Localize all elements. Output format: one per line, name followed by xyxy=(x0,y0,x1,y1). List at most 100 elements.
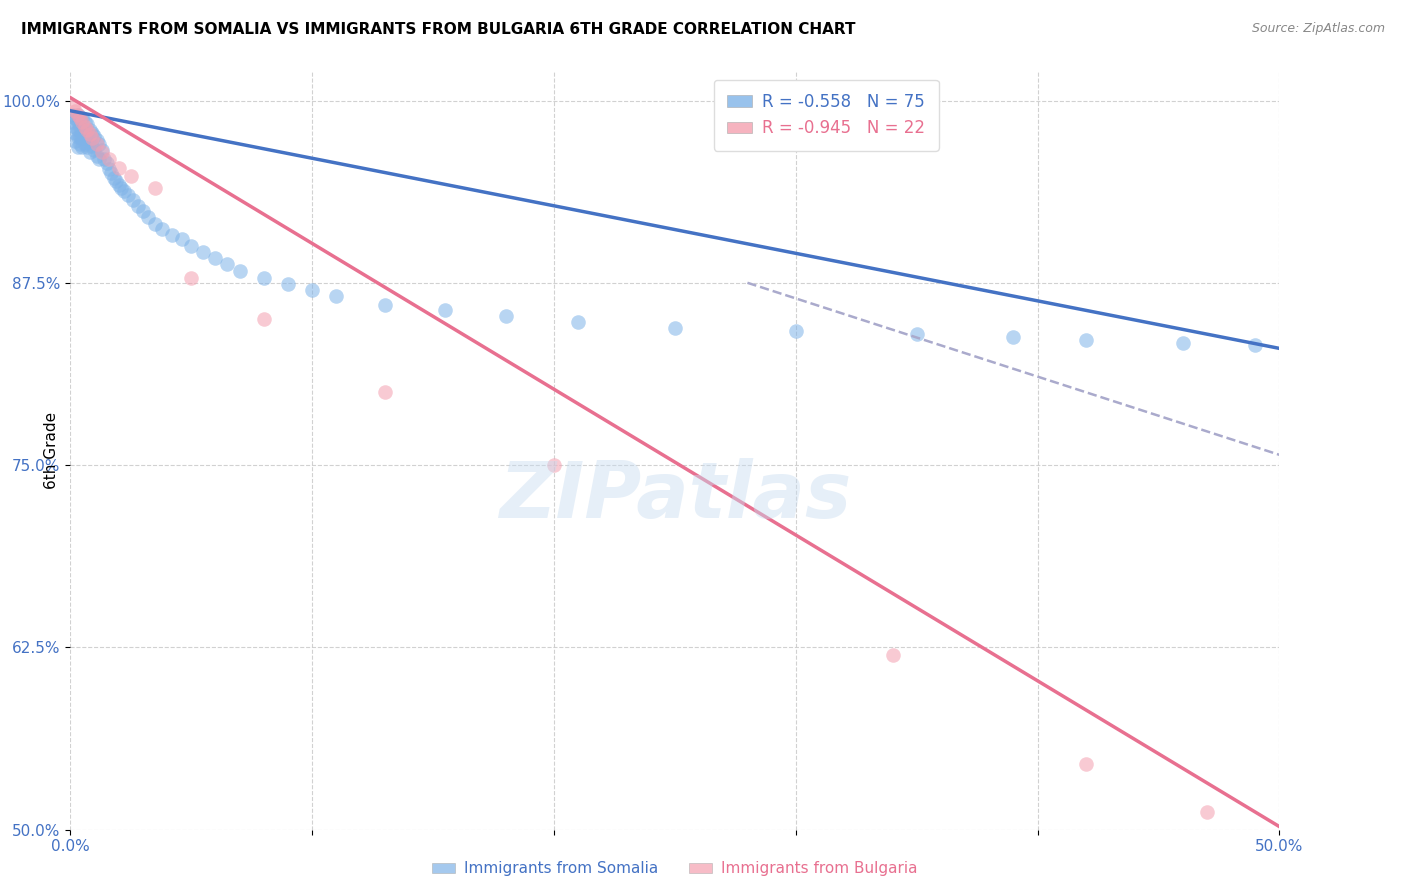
Point xyxy=(301,283,323,297)
Point xyxy=(103,170,125,185)
Point xyxy=(180,239,202,253)
Point xyxy=(89,152,111,166)
Point xyxy=(66,115,89,129)
Point xyxy=(160,227,183,242)
Point xyxy=(76,117,98,131)
Legend: Immigrants from Somalia, Immigrants from Bulgaria: Immigrants from Somalia, Immigrants from… xyxy=(426,855,924,882)
Point xyxy=(83,143,105,157)
Point xyxy=(66,130,89,145)
Point xyxy=(63,126,86,140)
Point xyxy=(136,210,159,224)
Point xyxy=(117,188,139,202)
Point xyxy=(107,178,129,193)
Point xyxy=(63,103,86,118)
Point xyxy=(79,122,101,136)
Point xyxy=(664,321,686,335)
Point xyxy=(105,174,128,188)
Point xyxy=(96,156,118,170)
Point xyxy=(905,326,928,341)
Point xyxy=(86,133,108,147)
Point xyxy=(76,140,98,154)
Y-axis label: 6th Grade: 6th Grade xyxy=(44,412,59,489)
Point xyxy=(79,127,101,141)
Point xyxy=(69,137,91,152)
Point xyxy=(69,120,91,134)
Point xyxy=(785,324,807,338)
Point xyxy=(882,648,904,662)
Point xyxy=(253,312,276,326)
Point xyxy=(1195,805,1218,819)
Point xyxy=(66,122,89,136)
Point xyxy=(1171,335,1194,350)
Point xyxy=(374,385,396,400)
Point xyxy=(76,127,98,141)
Point xyxy=(543,458,565,472)
Point xyxy=(143,218,166,232)
Text: ZIPatlas: ZIPatlas xyxy=(499,458,851,534)
Point xyxy=(72,122,94,136)
Point xyxy=(73,120,96,134)
Point xyxy=(80,138,103,153)
Point xyxy=(62,99,84,113)
Point xyxy=(72,140,94,154)
Point xyxy=(83,128,105,143)
Point xyxy=(69,111,91,125)
Point xyxy=(93,152,115,166)
Point xyxy=(72,131,94,145)
Point xyxy=(73,126,96,140)
Point xyxy=(143,181,166,195)
Point xyxy=(62,108,84,122)
Point xyxy=(374,298,396,312)
Point xyxy=(69,111,91,125)
Point xyxy=(73,115,96,129)
Point xyxy=(1244,338,1267,352)
Point xyxy=(1074,333,1097,347)
Point xyxy=(112,184,135,198)
Point xyxy=(100,166,122,180)
Point xyxy=(228,264,250,278)
Point xyxy=(79,145,101,159)
Point xyxy=(150,222,173,236)
Point xyxy=(193,245,215,260)
Point xyxy=(495,310,517,324)
Point xyxy=(217,257,239,271)
Point xyxy=(63,120,86,134)
Point xyxy=(69,130,91,145)
Point xyxy=(325,289,347,303)
Point xyxy=(89,137,111,152)
Point xyxy=(86,137,108,152)
Point xyxy=(80,131,103,145)
Point xyxy=(277,277,299,292)
Point xyxy=(72,111,94,125)
Point xyxy=(76,122,98,136)
Point xyxy=(180,271,202,285)
Point xyxy=(132,204,155,219)
Point xyxy=(73,137,96,152)
Point xyxy=(90,145,112,159)
Point xyxy=(204,251,226,265)
Point xyxy=(98,162,121,177)
Point xyxy=(170,232,193,246)
Point xyxy=(66,108,89,122)
Point xyxy=(98,152,121,166)
Point xyxy=(127,198,149,212)
Point xyxy=(1074,756,1097,771)
Point xyxy=(253,271,276,285)
Point xyxy=(80,126,103,140)
Point xyxy=(567,315,589,329)
Point xyxy=(66,140,89,154)
Point xyxy=(63,111,86,125)
Point xyxy=(62,115,84,129)
Point xyxy=(120,169,142,184)
Point xyxy=(107,161,129,175)
Point xyxy=(79,133,101,147)
Point xyxy=(86,149,108,163)
Point xyxy=(63,134,86,148)
Point xyxy=(110,181,132,195)
Point xyxy=(1002,330,1025,344)
Point xyxy=(122,193,145,207)
Text: IMMIGRANTS FROM SOMALIA VS IMMIGRANTS FROM BULGARIA 6TH GRADE CORRELATION CHART: IMMIGRANTS FROM SOMALIA VS IMMIGRANTS FR… xyxy=(21,22,856,37)
Text: Source: ZipAtlas.com: Source: ZipAtlas.com xyxy=(1251,22,1385,36)
Point xyxy=(72,115,94,129)
Point xyxy=(90,143,112,157)
